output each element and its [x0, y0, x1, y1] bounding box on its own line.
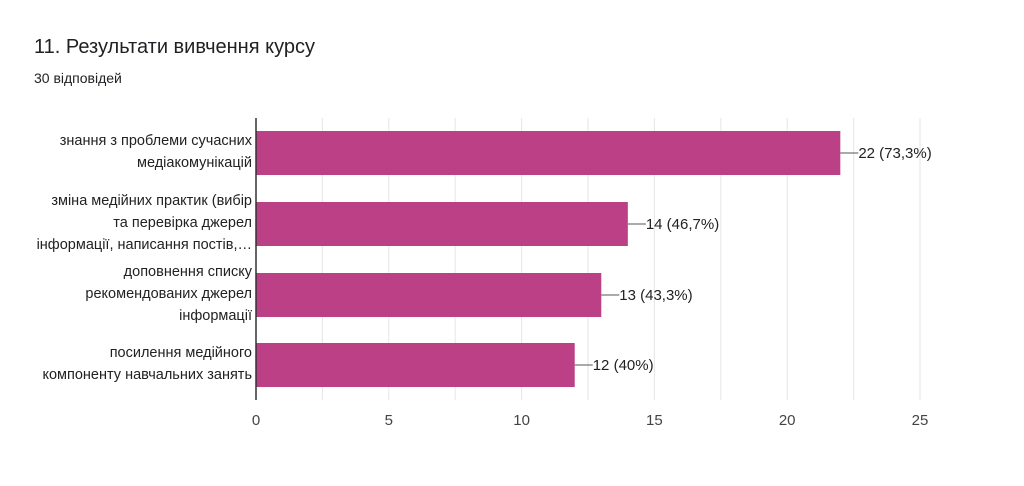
x-tick-label: 10 [513, 412, 530, 429]
bar-0 [256, 131, 841, 175]
chart-title: 11. Результати вивчення курсу [34, 36, 315, 58]
x-tick-label: 20 [779, 412, 796, 429]
category-label-0: знання з проблеми сучасних медіакомунікац… [0, 130, 252, 174]
category-label-line: доповнення списку [123, 264, 252, 280]
category-label-2: доповнення списку рекомендованих джерел ін… [0, 261, 252, 327]
bar-3 [256, 343, 575, 387]
data-label-1: 14 (46,7%) [646, 216, 719, 233]
x-tick-label: 25 [912, 412, 929, 429]
category-label-line: посилення медійного [109, 345, 252, 361]
bar-1 [256, 202, 628, 246]
response-count: 30 відповідей [34, 70, 122, 86]
bar-2 [256, 273, 602, 317]
x-tick-label: 0 [252, 412, 260, 429]
category-label-line: рекомендованих джерел [85, 286, 252, 302]
category-label-line: та перевірка джерел [113, 215, 252, 231]
x-tick-label: 15 [646, 412, 663, 429]
category-label-line: зміна медійних практик (вибір [51, 193, 252, 209]
category-label-line: компоненту навчальних занять [42, 367, 252, 383]
data-label-2: 13 (43,3%) [619, 287, 692, 304]
category-label-line: знання з проблеми сучасних [59, 133, 252, 149]
data-label-3: 12 (40%) [593, 357, 654, 374]
category-label-line: інформації, написання постів,… [36, 237, 252, 253]
category-label-line: інформації [179, 308, 252, 324]
data-label-0: 22 (73,3%) [858, 145, 931, 162]
category-label-3: посилення медійного компоненту навчальних… [0, 342, 252, 386]
x-tick-label: 5 [385, 412, 393, 429]
category-label-line: медіакомунікацій [137, 155, 252, 171]
category-label-1: зміна медійних практик (вибір та перевірк… [0, 190, 252, 256]
